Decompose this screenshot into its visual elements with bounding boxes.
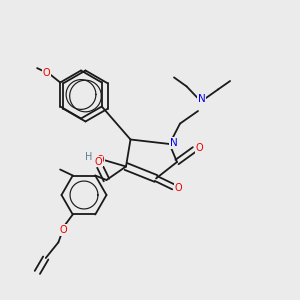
- Text: O: O: [94, 157, 102, 167]
- Text: O: O: [42, 68, 50, 78]
- Text: N: N: [170, 138, 178, 148]
- Text: N: N: [198, 94, 206, 104]
- Text: O: O: [196, 143, 203, 153]
- Text: O: O: [175, 183, 182, 194]
- Text: H: H: [85, 152, 93, 162]
- Text: O: O: [59, 225, 67, 235]
- Text: O: O: [97, 155, 104, 165]
